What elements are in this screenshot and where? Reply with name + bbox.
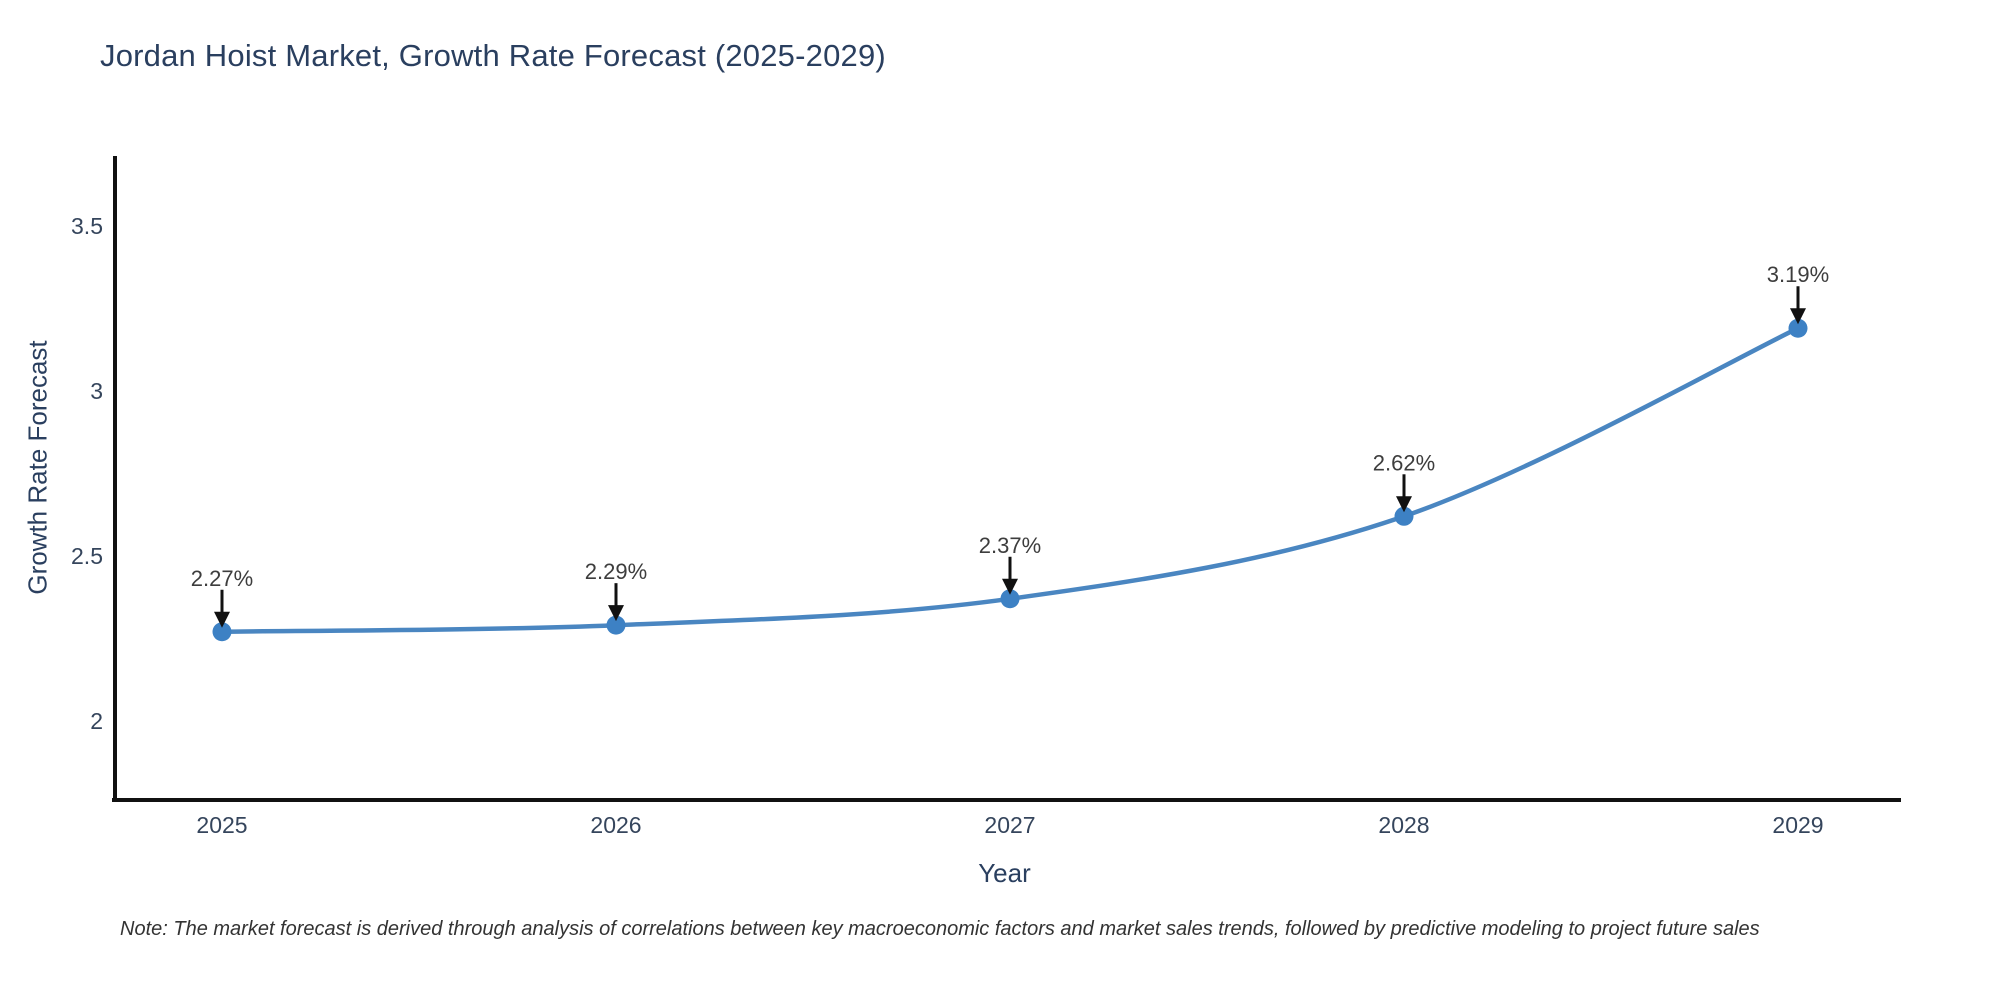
x-axis-title: Year [978,858,1031,888]
annotation-arrowhead [1396,496,1412,513]
annotation-arrowhead [608,605,624,622]
annotation-arrowhead [1790,308,1806,325]
data-point-marker[interactable] [212,622,232,642]
data-point-marker[interactable] [1394,506,1414,526]
x-tick-label: 2026 [590,812,641,838]
annotation-arrowhead [214,611,230,628]
x-tick-label: 2029 [1772,812,1823,838]
y-tick-label: 3.5 [71,213,103,239]
annotation-arrowhead [1002,578,1018,595]
y-tick-label: 2.5 [71,543,103,569]
x-tick-label: 2027 [984,812,1035,838]
footnote: Note: The market forecast is derived thr… [120,918,1760,940]
data-point-marker[interactable] [606,615,626,635]
y-axis-title: Growth Rate Forecast [22,340,53,595]
data-point-label: 3.19% [1767,262,1829,287]
data-point-marker[interactable] [1788,318,1808,338]
page-title: Jordan Hoist Market, Growth Rate Forecas… [100,38,886,73]
data-point-label: 2.27% [191,566,253,591]
x-tick-label: 2028 [1378,812,1429,838]
x-tick-label: 2025 [196,812,247,838]
data-point-marker[interactable] [1000,589,1020,609]
y-tick-label: 2 [90,708,103,734]
data-point-label: 2.62% [1373,450,1435,475]
y-tick-label: 3 [90,378,103,404]
data-point-label: 2.37% [979,533,1041,558]
data-point-label: 2.29% [585,559,647,584]
